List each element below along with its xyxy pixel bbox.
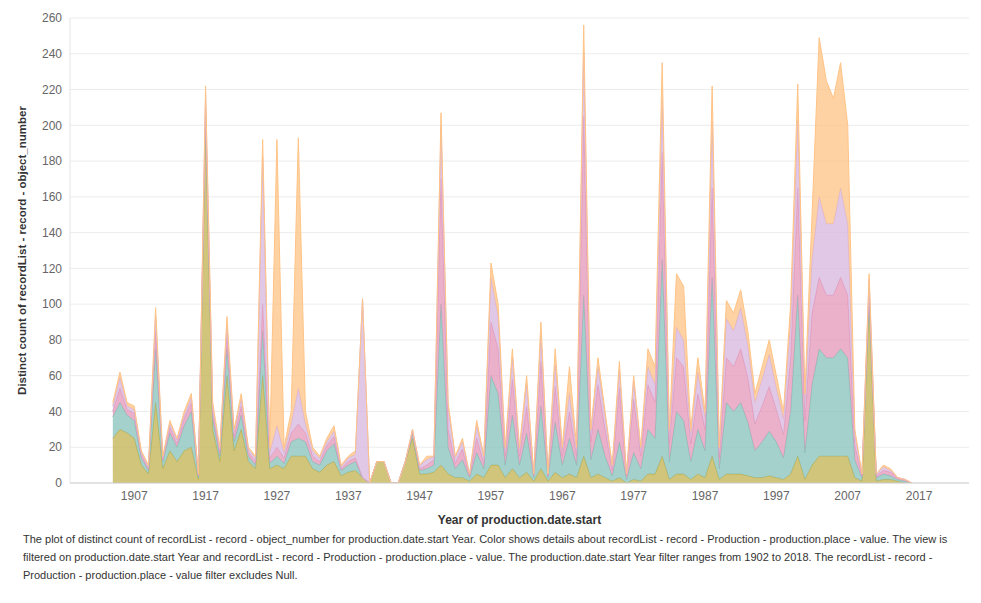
svg-text:Year of production.date.start: Year of production.date.start: [438, 513, 601, 527]
svg-text:1957: 1957: [478, 489, 505, 503]
svg-text:100: 100: [42, 297, 62, 311]
svg-text:1977: 1977: [620, 489, 647, 503]
svg-text:1937: 1937: [335, 489, 362, 503]
svg-text:40: 40: [49, 405, 63, 419]
svg-text:120: 120: [42, 262, 62, 276]
svg-text:Distinct count of recordList -: Distinct count of recordList - record - …: [16, 106, 28, 395]
svg-text:2007: 2007: [834, 489, 861, 503]
svg-text:220: 220: [42, 83, 62, 97]
svg-text:1917: 1917: [192, 489, 219, 503]
svg-text:2017: 2017: [906, 489, 933, 503]
svg-text:140: 140: [42, 226, 62, 240]
svg-text:60: 60: [49, 369, 63, 383]
svg-text:1907: 1907: [121, 489, 148, 503]
svg-text:1967: 1967: [549, 489, 576, 503]
svg-text:240: 240: [42, 47, 62, 61]
svg-text:0: 0: [55, 476, 62, 490]
svg-text:80: 80: [49, 333, 63, 347]
svg-text:1947: 1947: [406, 489, 433, 503]
svg-text:20: 20: [49, 440, 63, 454]
svg-text:180: 180: [42, 154, 62, 168]
svg-text:1927: 1927: [264, 489, 291, 503]
svg-text:160: 160: [42, 190, 62, 204]
svg-text:1987: 1987: [692, 489, 719, 503]
svg-text:260: 260: [42, 11, 62, 25]
html-text:The plot of distinct count of: The plot of distinct count of recordList…: [23, 533, 948, 581]
svg-text:200: 200: [42, 119, 62, 133]
svg-text:1997: 1997: [763, 489, 790, 503]
